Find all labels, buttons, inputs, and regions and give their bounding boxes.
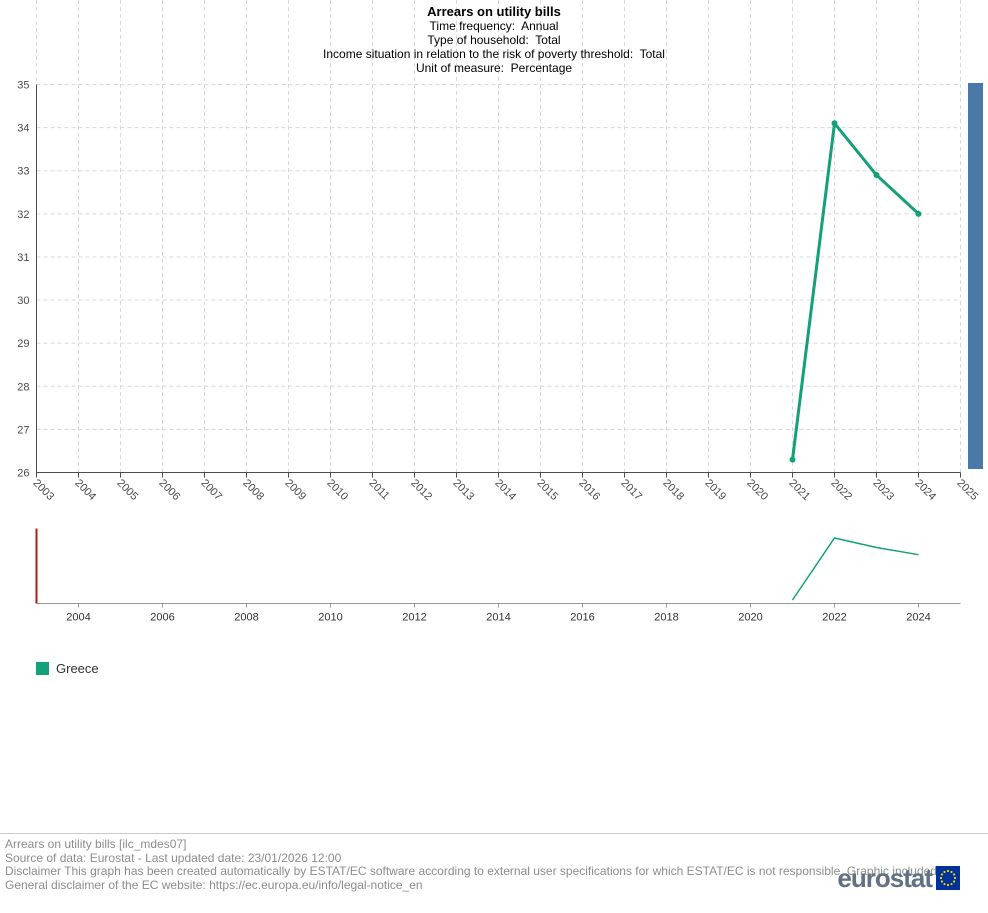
svg-text:2012: 2012 — [408, 477, 434, 503]
footer-disclaimer: Disclaimer This graph has been created a… — [5, 864, 941, 879]
eurostat-logo-text: eurostat — [837, 863, 933, 893]
chart-legend[interactable]: Greece — [36, 661, 99, 676]
legend-swatch-greece — [36, 662, 49, 675]
svg-text:31: 31 — [17, 252, 29, 264]
svg-text:2024: 2024 — [906, 612, 930, 624]
svg-text:26: 26 — [17, 468, 29, 480]
svg-text:2006: 2006 — [150, 612, 174, 624]
data-point-greece-2024[interactable] — [915, 210, 922, 217]
chart-footer: Arrears on utility bills [ilc_mdes07] So… — [0, 833, 988, 893]
data-point-greece-2021[interactable] — [789, 456, 796, 463]
data-point-greece-2022[interactable] — [831, 120, 838, 127]
svg-text:2021: 2021 — [786, 477, 812, 503]
svg-text:2010: 2010 — [318, 612, 342, 624]
svg-text:2013: 2013 — [450, 477, 476, 503]
svg-text:30: 30 — [17, 295, 29, 307]
footer-legal-notice-link: General disclaimer of the EC website: ht… — [5, 878, 423, 893]
svg-text:2007: 2007 — [198, 477, 224, 503]
svg-text:2016: 2016 — [570, 612, 594, 624]
series-line-greece — [791, 121, 920, 460]
svg-text:2024: 2024 — [912, 477, 938, 503]
svg-text:2008: 2008 — [240, 477, 266, 503]
plot-area: 26 27 28 29 30 31 32 33 34 35 2003 2004 2005 2006 2007… — [17, 0, 980, 503]
svg-text:2016: 2016 — [576, 477, 602, 503]
line-chart: 26 27 28 29 30 31 32 33 34 35 2003 2004 2005 2006 2007… — [17, 0, 983, 624]
svg-text:2004: 2004 — [66, 612, 90, 624]
svg-text:2023: 2023 — [870, 477, 896, 503]
svg-text:29: 29 — [17, 338, 29, 350]
svg-text:2010: 2010 — [324, 477, 350, 503]
svg-text:33: 33 — [17, 166, 29, 178]
svg-text:2011: 2011 — [366, 477, 391, 502]
svg-text:27: 27 — [17, 424, 29, 436]
svg-text:2015: 2015 — [534, 477, 560, 503]
svg-text:2014: 2014 — [486, 612, 510, 624]
footer-dataset-code: Arrears on utility bills [ilc_mdes07] — [5, 837, 187, 851]
svg-text:28: 28 — [17, 381, 29, 393]
vertical-scrollbar[interactable] — [968, 83, 983, 469]
svg-text:2003: 2003 — [30, 477, 56, 503]
eurostat-logo: eurostat — [837, 863, 960, 893]
svg-text:2020: 2020 — [738, 612, 762, 624]
svg-text:2019: 2019 — [702, 477, 728, 503]
svg-text:2014: 2014 — [492, 477, 518, 503]
svg-text:2018: 2018 — [654, 612, 678, 624]
svg-text:2012: 2012 — [402, 612, 426, 624]
navigator-series-line-greece — [791, 537, 919, 601]
svg-text:2006: 2006 — [156, 477, 182, 503]
svg-text:2017: 2017 — [618, 477, 644, 503]
svg-text:2009: 2009 — [282, 477, 308, 503]
footer-source: Source of data: Eurostat - Last updated … — [5, 850, 342, 865]
svg-text:2004: 2004 — [72, 477, 98, 503]
svg-text:2018: 2018 — [660, 477, 686, 503]
svg-text:2005: 2005 — [114, 477, 140, 503]
svg-text:34: 34 — [17, 123, 29, 135]
eu-flag-icon — [936, 866, 960, 890]
svg-text:2020: 2020 — [744, 477, 770, 503]
svg-text:35: 35 — [17, 80, 29, 92]
data-point-greece-2023[interactable] — [873, 172, 880, 179]
svg-text:2008: 2008 — [234, 612, 258, 624]
svg-text:2022: 2022 — [822, 612, 846, 624]
svg-text:2022: 2022 — [828, 477, 854, 503]
svg-text:32: 32 — [17, 209, 29, 221]
range-navigator[interactable]: 2004 2006 2008 2010 2012 2014 2016 2018 2020 2022… — [35, 528, 961, 624]
svg-text:2025: 2025 — [954, 477, 980, 503]
legend-label-greece: Greece — [56, 661, 99, 676]
